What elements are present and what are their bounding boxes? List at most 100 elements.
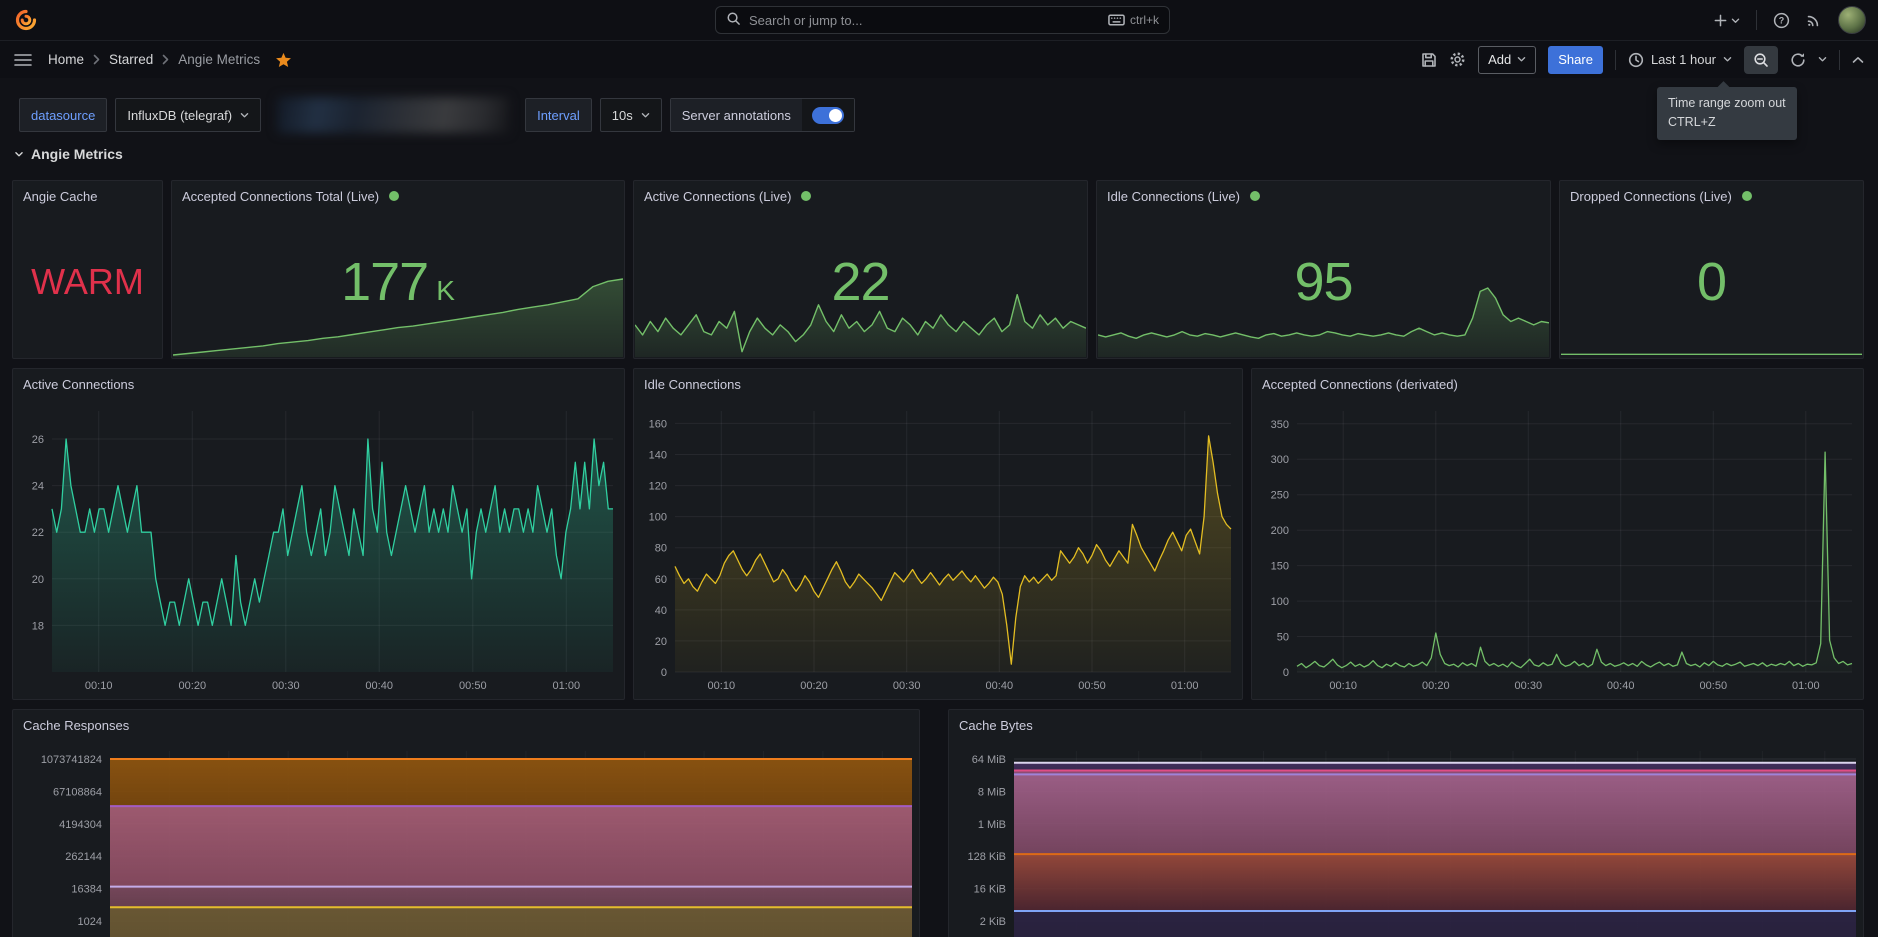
svg-text:350: 350 bbox=[1271, 419, 1289, 431]
log-band-chart[interactable]: 64 MiB 8 MiB 1 MiB 128 KiB 16 KiB 2 KiB bbox=[950, 740, 1862, 937]
panel-accepted-connections-total: Accepted Connections Total (Live) 177 K bbox=[171, 180, 625, 359]
svg-text:00:10: 00:10 bbox=[708, 680, 736, 692]
svg-text:20: 20 bbox=[655, 636, 667, 648]
chevron-down-icon bbox=[641, 112, 649, 118]
svg-text:100: 100 bbox=[649, 512, 667, 524]
user-avatar[interactable] bbox=[1838, 6, 1866, 34]
breadcrumb-home[interactable]: Home bbox=[48, 52, 85, 67]
nav-right: ? bbox=[1713, 0, 1866, 40]
search-input[interactable]: Search or jump to... ctrl+k bbox=[715, 6, 1170, 34]
live-indicator bbox=[1741, 191, 1752, 201]
svg-text:8 MiB: 8 MiB bbox=[978, 786, 1006, 798]
gear-icon bbox=[1450, 52, 1465, 67]
chevron-right-icon bbox=[162, 54, 169, 65]
breadcrumb: Home Starred Angie Metrics bbox=[48, 52, 292, 68]
svg-text:00:20: 00:20 bbox=[179, 680, 207, 692]
svg-text:20: 20 bbox=[32, 574, 44, 586]
svg-text:64 MiB: 64 MiB bbox=[972, 754, 1006, 766]
panel-title[interactable]: Active Connections bbox=[23, 376, 135, 392]
chevron-down-icon bbox=[1517, 57, 1526, 62]
chevron-down-icon bbox=[1818, 57, 1827, 62]
svg-text:00:50: 00:50 bbox=[1078, 680, 1106, 692]
time-series-chart[interactable]: 0 50 100 150 200 250 300 350 00:10 00:20 00:30 00:4… bbox=[1253, 399, 1862, 698]
dashboard-toolbar: Add Share Last 1 hour bbox=[1421, 45, 1864, 74]
panel-title[interactable]: Dropped Connections (Live) bbox=[1560, 181, 1863, 211]
panel-title[interactable]: Idle Connections bbox=[644, 376, 741, 392]
svg-text:00:30: 00:30 bbox=[272, 680, 300, 692]
panel-title[interactable]: Cache Bytes bbox=[959, 717, 1033, 733]
svg-text:100: 100 bbox=[1271, 596, 1289, 608]
panel-accepted-connections-derivated: Accepted Connections (derivated) 0 50 100 1… bbox=[1251, 368, 1864, 700]
rss-icon bbox=[1807, 15, 1819, 27]
mega-menu-button[interactable] bbox=[14, 53, 32, 67]
svg-text:300: 300 bbox=[1271, 454, 1289, 466]
clock-icon bbox=[1628, 52, 1644, 67]
favorite-star-icon[interactable] bbox=[275, 52, 292, 68]
live-indicator bbox=[801, 191, 812, 201]
top-nav: Search or jump to... ctrl+k ? bbox=[0, 0, 1878, 41]
divider bbox=[1614, 49, 1616, 70]
breadcrumb-starred[interactable]: Starred bbox=[109, 52, 154, 67]
refresh-icon bbox=[1791, 52, 1805, 67]
divider bbox=[1839, 49, 1840, 70]
panel-cache-responses: Cache Responses 1073741824 67108864 419430… bbox=[12, 709, 920, 937]
panel-title[interactable]: Angie Cache bbox=[23, 188, 98, 204]
refresh-interval-button[interactable] bbox=[1818, 56, 1827, 63]
panel-title[interactable]: Idle Connections (Live) bbox=[1097, 181, 1550, 211]
svg-text:1 MiB: 1 MiB bbox=[978, 819, 1006, 831]
row-angie-metrics[interactable]: Angie Metrics bbox=[14, 146, 123, 162]
svg-text:150: 150 bbox=[1271, 561, 1289, 573]
panel-active-connections-live: Active Connections (Live) 22 bbox=[633, 180, 1088, 359]
stat-value: 22 bbox=[831, 251, 890, 312]
server-annotations-toggle[interactable] bbox=[811, 106, 844, 124]
add-menu-button[interactable] bbox=[1713, 13, 1740, 28]
search-placeholder: Search or jump to... bbox=[749, 12, 863, 28]
svg-text:16 KiB: 16 KiB bbox=[974, 884, 1006, 896]
save-dashboard-button[interactable] bbox=[1421, 52, 1437, 68]
interval-select[interactable]: 10s bbox=[599, 98, 662, 132]
stat-value: 0 bbox=[1696, 251, 1727, 312]
chevron-down-icon bbox=[240, 112, 249, 118]
svg-text:26: 26 bbox=[32, 434, 44, 446]
svg-text:00:30: 00:30 bbox=[893, 680, 921, 692]
panel-title[interactable]: Active Connections (Live) bbox=[634, 181, 1087, 211]
news-button[interactable] bbox=[1806, 12, 1822, 28]
stat-value: WARM bbox=[31, 260, 144, 302]
collapse-header-button[interactable] bbox=[1852, 56, 1864, 64]
panel-dropped-connections-live: Dropped Connections (Live) 0 bbox=[1559, 180, 1864, 359]
svg-text:80: 80 bbox=[655, 543, 667, 555]
dashboard-settings-button[interactable] bbox=[1449, 51, 1466, 68]
time-series-chart[interactable]: 0 20 40 60 80 100 120 140 160 00:10 00:20 00:30 00:4… bbox=[635, 399, 1241, 698]
panel-title[interactable]: Accepted Connections (derivated) bbox=[1262, 376, 1458, 392]
stat-value: 95 bbox=[1294, 251, 1353, 312]
dashboard-controls: datasource InfluxDB (telegraf) Interval … bbox=[19, 96, 855, 134]
svg-text:01:00: 01:00 bbox=[1792, 680, 1820, 692]
keyboard-shortcut: ctrl+k bbox=[1108, 13, 1159, 27]
svg-text:00:10: 00:10 bbox=[85, 680, 113, 692]
svg-text:0: 0 bbox=[1283, 667, 1289, 679]
time-range-picker[interactable]: Last 1 hour bbox=[1628, 52, 1732, 68]
svg-text:00:30: 00:30 bbox=[1515, 680, 1543, 692]
add-panel-button[interactable]: Add bbox=[1478, 45, 1537, 74]
panel-idle-connections: Idle Connections 0 20 40 60 80 100 120 140 160 00… bbox=[633, 368, 1243, 700]
svg-text:0: 0 bbox=[661, 667, 667, 679]
datasource-label: datasource bbox=[19, 98, 108, 132]
time-series-chart[interactable]: 18 20 22 24 26 00:10 00:20 00:30 00:40 00:50 01:00 bbox=[14, 399, 623, 698]
grafana-logo[interactable] bbox=[14, 8, 38, 32]
panel-title[interactable]: Accepted Connections Total (Live) bbox=[172, 181, 624, 211]
refresh-button[interactable] bbox=[1790, 52, 1806, 68]
time-range-label: Last 1 hour bbox=[1650, 52, 1716, 67]
time-range-zoom-out-button[interactable] bbox=[1744, 45, 1778, 74]
svg-text:67108864: 67108864 bbox=[53, 786, 102, 798]
datasource-select[interactable]: InfluxDB (telegraf) bbox=[115, 98, 262, 132]
help-button[interactable]: ? bbox=[1773, 12, 1790, 29]
sparkline bbox=[634, 286, 1087, 358]
share-button[interactable]: Share bbox=[1548, 45, 1603, 74]
log-band-chart[interactable]: 1073741824 67108864 4194304 262144 16384 1024 bbox=[14, 740, 918, 937]
svg-text:160: 160 bbox=[649, 418, 667, 430]
interval-label: Interval bbox=[525, 98, 592, 132]
help-icon: ? bbox=[1773, 12, 1790, 28]
panel-title[interactable]: Cache Responses bbox=[23, 717, 130, 733]
svg-text:00:20: 00:20 bbox=[800, 680, 828, 692]
chevron-down-icon bbox=[1723, 57, 1732, 62]
